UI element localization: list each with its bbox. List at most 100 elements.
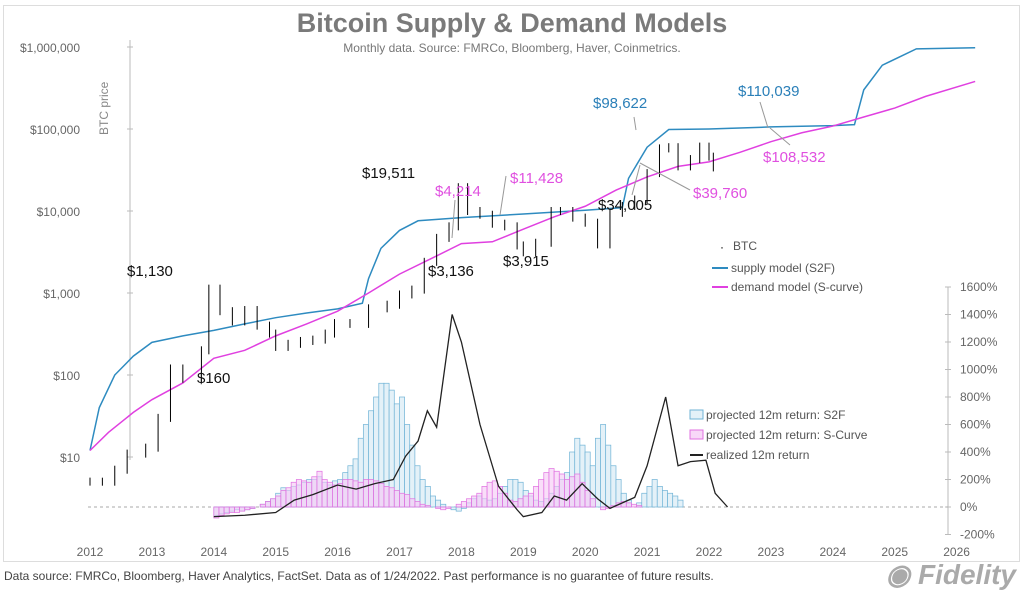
scurve-return-bar: [311, 476, 318, 508]
scurve-return-bar: [471, 495, 478, 508]
legend2-s2f-swatch: [689, 409, 704, 420]
s2f-return-bar: [605, 444, 612, 508]
scurve-return-bar: [440, 506, 447, 511]
s2f-return-bar: [672, 495, 679, 508]
x-tick-label: 2016: [324, 545, 351, 559]
scurve-return-bar: [321, 479, 328, 508]
annotation-leader: [769, 127, 791, 146]
scurve-return-bar: [399, 492, 405, 508]
scurve-return-bar: [388, 487, 395, 508]
y-tick-label: $1,000: [43, 287, 80, 301]
annotation-label: $3,136: [428, 263, 474, 280]
legend2-s2f: projected 12m return: S2F: [706, 408, 845, 422]
scurve-return-bar: [280, 490, 287, 508]
legend2-realized: realized 12m return: [706, 448, 809, 462]
s2f-line: [89, 46, 976, 451]
x-tick-label: 2014: [200, 545, 227, 559]
scurve-return-bar: [491, 480, 498, 508]
y2-tick-label: 200%: [960, 473, 991, 487]
annotation-leader: [759, 101, 769, 129]
scurve-return-bar: [584, 490, 591, 508]
s2f-return-bar: [424, 486, 431, 508]
scurve-return-bar: [625, 502, 632, 508]
y2-tick-label: 1200%: [960, 335, 998, 349]
x-tick-label: 2018: [448, 545, 475, 559]
s2f-return-bar: [435, 499, 442, 508]
scurve-return-bar: [326, 481, 333, 508]
scurve-return-bar: [383, 486, 390, 508]
scurve-return-bar: [486, 481, 493, 508]
legend-btc: BTC: [733, 239, 757, 253]
x-tick-label: 2025: [881, 545, 908, 559]
scurve-return-bar: [476, 492, 483, 508]
s2f-return-bar: [656, 486, 663, 508]
s2f-return-bar: [414, 465, 421, 508]
scurve-return-bar: [527, 492, 534, 508]
s2f-return-bar: [677, 499, 684, 508]
y2-tick-label: 800%: [960, 390, 991, 404]
scurve-return-bar: [337, 483, 344, 508]
x-tick-label: 2022: [696, 545, 723, 559]
x-tick-label: 2019: [510, 545, 537, 559]
annotation-label: $4,214: [435, 183, 481, 200]
annotation-label: $110,039: [738, 83, 799, 100]
scurve-return-bar: [589, 498, 596, 508]
scurve-return-bar: [275, 495, 282, 508]
scurve-return-bar: [517, 498, 524, 508]
legend-s2f: supply model (S2F): [731, 261, 835, 275]
x-tick-label: 2020: [572, 545, 599, 559]
s2f-return-bar: [399, 396, 405, 508]
scurve-return-bar: [600, 506, 607, 511]
scurve-return-bar: [631, 503, 637, 508]
x-tick-label: 2017: [386, 545, 413, 559]
s2f-return-bar: [450, 506, 457, 511]
s2f-return-bar: [610, 465, 617, 508]
realized-return-line: [213, 314, 729, 518]
chart-title: Bitcoin Supply & Demand Models: [296, 8, 728, 38]
scurve-return-bar: [316, 470, 323, 508]
legend2-scurve: projected 12m return: S-Curve: [706, 428, 868, 442]
scurve-return-bar: [466, 498, 472, 508]
annotation-label: $19,511: [362, 165, 415, 182]
scurve-return-bar: [533, 486, 539, 508]
scurve-return-bar: [393, 490, 400, 508]
scurve-return-bar: [553, 470, 560, 508]
x-tick-label: 2026: [943, 545, 970, 559]
y2-tick-label: 0%: [960, 500, 978, 514]
scurve-line: [89, 80, 976, 452]
scurve-return-bar: [445, 506, 452, 509]
y2-tick-label: -200%: [960, 528, 995, 542]
scurve-return-bar: [543, 472, 550, 508]
scurve-return-bar: [347, 479, 354, 508]
chart-subtitle: Monthly data. Source: FMRCo, Bloomberg, …: [343, 41, 681, 55]
annotation-leader: [451, 199, 456, 239]
annotation-label: $1,130: [127, 263, 173, 280]
legend-scurve: demand model (S-curve): [731, 280, 863, 294]
s2f-return-bar: [600, 424, 607, 508]
annotation-leader: [639, 162, 691, 191]
scurve-return-bar: [373, 480, 380, 508]
s2f-return-bar: [440, 503, 447, 508]
scurve-return-bar: [424, 505, 431, 508]
scurve-return-bar: [522, 495, 529, 508]
scurve-return-bar: [295, 479, 302, 508]
scurve-return-bar: [223, 506, 230, 515]
scurve-return-bar: [378, 483, 385, 508]
scurve-return-bar: [234, 506, 240, 513]
scurve-return-bar: [259, 503, 266, 508]
scurve-return-bar: [342, 479, 349, 508]
scurve-return-bar: [404, 494, 411, 508]
s2f-return-bar: [646, 486, 653, 508]
y-tick-label: $1,000,000: [20, 41, 80, 55]
scurve-return-bar: [218, 506, 225, 516]
legend2-scurve-swatch: [689, 429, 704, 440]
annotation-leader: [499, 175, 507, 216]
scurve-return-bar: [228, 506, 235, 513]
scurve-return-bar: [362, 479, 369, 508]
s2f-return-bar: [641, 492, 648, 508]
s2f-return-bar: [430, 495, 436, 508]
x-tick-label: 2012: [77, 545, 104, 559]
scurve-return-bar: [301, 480, 307, 508]
